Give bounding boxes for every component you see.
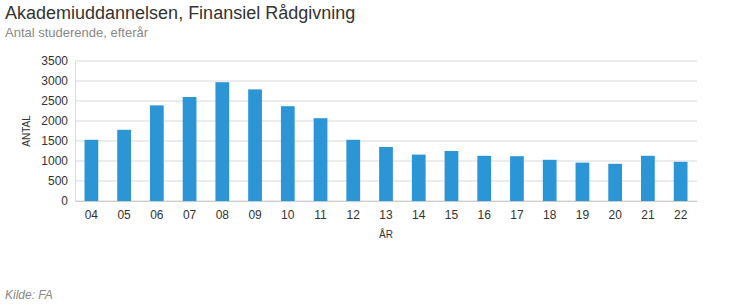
x-tick-label: 07 — [183, 208, 197, 222]
x-tick-label: 19 — [576, 208, 590, 222]
y-tick: 1500 — [41, 134, 75, 148]
x-tick: 05 — [117, 201, 131, 222]
bar — [248, 89, 262, 201]
grid-line — [75, 61, 697, 62]
x-tick-label: 20 — [608, 208, 622, 222]
x-tick: 08 — [216, 201, 230, 222]
grid-line — [75, 81, 697, 82]
x-tick-label: 06 — [150, 208, 164, 222]
x-tick-label: 12 — [347, 208, 361, 222]
y-tick: 1000 — [41, 154, 75, 168]
y-axis-line — [75, 62, 76, 202]
bar — [183, 97, 197, 201]
y-tick: 2500 — [41, 94, 75, 108]
x-tick: 11 — [314, 201, 327, 222]
x-tick-label: 08 — [216, 208, 230, 222]
x-tick-label: 16 — [478, 208, 492, 222]
bar — [314, 118, 328, 201]
bar — [477, 156, 491, 201]
source: Kilde: FA — [5, 288, 53, 302]
x-tick-label: 15 — [445, 208, 459, 222]
plot: 0 500 1000 1500 2000 2500 3000 3500 04 05 06 07 08 09… — [41, 54, 697, 221]
x-tick: 16 — [478, 201, 492, 222]
grid-line — [75, 101, 697, 102]
bars — [84, 82, 687, 201]
x-tick-label: 13 — [379, 208, 393, 222]
x-tick: 17 — [510, 201, 524, 222]
x-tick: 18 — [543, 201, 557, 222]
x-tick-label: 10 — [281, 208, 295, 222]
x-tick: 15 — [445, 201, 459, 222]
x-tick: 09 — [248, 201, 262, 222]
y-tick-label: 1000 — [41, 154, 68, 168]
bar — [412, 155, 426, 201]
x-tick: 21 — [641, 201, 655, 222]
x-tick: 13 — [379, 201, 393, 222]
x-axis-title: ÅR — [379, 228, 393, 240]
bar — [150, 105, 164, 201]
x-tick: 07 — [183, 201, 197, 222]
x-tick-label: 18 — [543, 208, 557, 222]
y-tick: 2000 — [41, 114, 75, 128]
y-tick-label: 2500 — [41, 94, 68, 108]
bar — [117, 130, 131, 201]
x-tick: 19 — [576, 201, 590, 222]
x-tick-label: 09 — [248, 208, 262, 222]
x-tick: 22 — [674, 201, 688, 222]
y-tick-label: 3500 — [41, 54, 68, 68]
x-axis: 04 05 06 07 08 09 10 11 12 13 14 15 16 17 18 19 20 21 22 — [76, 201, 698, 222]
x-tick-label: 05 — [117, 208, 131, 222]
x-tick-label: 14 — [412, 208, 426, 222]
chart: Akademiuddannelsen, Finansiel Rådgivning… — [0, 0, 750, 306]
bar — [379, 147, 393, 201]
bar — [641, 156, 655, 201]
x-tick: 04 — [85, 201, 99, 222]
bar — [543, 160, 557, 201]
bar — [510, 156, 524, 201]
y-axis: 0 500 1000 1500 2000 2500 3000 3500 — [41, 54, 75, 208]
y-tick: 0 — [61, 194, 75, 208]
grid — [75, 61, 697, 201]
y-tick: 3500 — [41, 54, 75, 68]
x-tick-label: 11 — [314, 208, 327, 222]
x-axis-line — [76, 201, 698, 202]
x-tick: 10 — [281, 201, 295, 222]
title: Akademiuddannelsen, Finansiel Rådgivning — [5, 3, 355, 23]
y-tick-label: 3000 — [41, 74, 68, 88]
bar — [346, 140, 360, 201]
bar — [608, 164, 622, 201]
x-tick-label: 22 — [674, 208, 688, 222]
bar — [445, 151, 459, 201]
y-tick-label: 2000 — [41, 114, 68, 128]
bar — [281, 106, 295, 201]
y-tick: 3000 — [41, 74, 75, 88]
bar — [84, 140, 98, 201]
y-tick-label: 0 — [61, 194, 68, 208]
y-tick: 500 — [48, 174, 75, 188]
grid-line — [75, 141, 697, 142]
bar — [674, 162, 688, 201]
bar — [576, 163, 590, 201]
x-tick-label: 21 — [641, 208, 655, 222]
x-tick-label: 17 — [510, 208, 524, 222]
y-axis-title: ANTAL — [21, 115, 32, 147]
y-tick-label: 1500 — [41, 134, 68, 148]
x-tick: 20 — [608, 201, 622, 222]
x-tick-label: 04 — [85, 208, 99, 222]
bar — [215, 82, 229, 201]
x-tick: 14 — [412, 201, 426, 222]
x-tick: 12 — [347, 201, 361, 222]
subtitle: Antal studerende, efterår — [5, 25, 149, 40]
x-tick: 06 — [150, 201, 164, 222]
y-tick-label: 500 — [48, 174, 68, 188]
grid-line — [75, 121, 697, 122]
